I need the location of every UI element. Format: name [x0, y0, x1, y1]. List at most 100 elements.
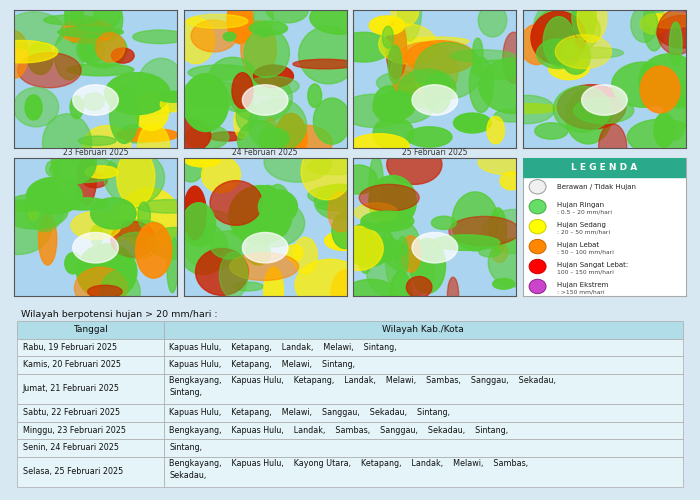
Ellipse shape — [382, 220, 420, 270]
Ellipse shape — [202, 157, 240, 192]
Ellipse shape — [449, 216, 519, 246]
Text: Senin, 24 Februari 2025: Senin, 24 Februari 2025 — [22, 444, 119, 452]
Ellipse shape — [410, 238, 445, 294]
Ellipse shape — [424, 73, 451, 113]
Circle shape — [529, 180, 546, 194]
Ellipse shape — [535, 123, 568, 139]
Ellipse shape — [183, 186, 206, 240]
Ellipse shape — [378, 92, 415, 120]
Ellipse shape — [195, 248, 248, 296]
Ellipse shape — [531, 11, 586, 64]
Ellipse shape — [248, 98, 307, 152]
Ellipse shape — [339, 237, 407, 262]
Ellipse shape — [65, 252, 81, 274]
Ellipse shape — [299, 26, 358, 84]
Ellipse shape — [264, 184, 291, 232]
Ellipse shape — [184, 151, 221, 167]
Ellipse shape — [185, 124, 229, 149]
Ellipse shape — [73, 85, 118, 115]
Ellipse shape — [612, 62, 675, 108]
Ellipse shape — [27, 42, 53, 74]
Ellipse shape — [237, 120, 281, 161]
Ellipse shape — [379, 24, 436, 64]
Ellipse shape — [301, 142, 352, 200]
Ellipse shape — [242, 232, 288, 263]
Ellipse shape — [307, 158, 363, 175]
Ellipse shape — [654, 113, 675, 147]
Ellipse shape — [407, 127, 452, 147]
Ellipse shape — [325, 231, 363, 250]
Ellipse shape — [119, 188, 180, 248]
Ellipse shape — [27, 178, 82, 214]
Ellipse shape — [209, 132, 244, 141]
Ellipse shape — [598, 124, 626, 171]
Text: Wilayah Kab./Kota: Wilayah Kab./Kota — [382, 326, 464, 334]
Ellipse shape — [469, 57, 493, 112]
Ellipse shape — [43, 114, 92, 172]
Ellipse shape — [643, 0, 665, 51]
Ellipse shape — [117, 128, 178, 141]
Ellipse shape — [258, 190, 298, 224]
Title: 24 Februari 2025: 24 Februari 2025 — [232, 148, 298, 157]
Ellipse shape — [188, 65, 254, 80]
Text: Kapuas Hulu,    Ketapang,    Melawi,    Sanggau,    Sekadau,    Sintang,: Kapuas Hulu, Ketapang, Melawi, Sanggau, … — [169, 408, 450, 418]
Bar — [164, 321, 682, 338]
Ellipse shape — [657, 16, 700, 48]
Ellipse shape — [176, 81, 245, 108]
Ellipse shape — [38, 214, 57, 265]
Text: Rabu, 19 Februari 2025: Rabu, 19 Februari 2025 — [22, 343, 117, 352]
Text: Kamis, 20 Februari 2025: Kamis, 20 Februari 2025 — [22, 360, 120, 370]
Ellipse shape — [640, 66, 680, 113]
Ellipse shape — [335, 32, 391, 62]
Text: Selasa, 25 Februari 2025: Selasa, 25 Februari 2025 — [22, 468, 123, 476]
Ellipse shape — [451, 50, 515, 62]
Ellipse shape — [156, 92, 192, 102]
Ellipse shape — [100, 270, 140, 315]
Ellipse shape — [349, 134, 410, 158]
Circle shape — [529, 280, 546, 293]
Ellipse shape — [178, 18, 215, 64]
Ellipse shape — [669, 22, 682, 65]
Ellipse shape — [85, 166, 118, 178]
Ellipse shape — [80, 20, 98, 61]
Text: L E G E N D A: L E G E N D A — [571, 163, 638, 172]
Ellipse shape — [210, 230, 251, 259]
Ellipse shape — [91, 198, 136, 229]
Ellipse shape — [295, 259, 365, 311]
Ellipse shape — [225, 95, 254, 112]
Ellipse shape — [0, 40, 58, 63]
Bar — [18, 356, 164, 374]
Ellipse shape — [70, 96, 83, 118]
Ellipse shape — [111, 222, 155, 258]
Ellipse shape — [431, 216, 456, 230]
Ellipse shape — [105, 72, 170, 114]
Ellipse shape — [537, 39, 580, 68]
Ellipse shape — [640, 14, 668, 34]
Bar — [18, 404, 164, 421]
Ellipse shape — [414, 42, 482, 99]
Ellipse shape — [80, 31, 127, 68]
Ellipse shape — [219, 252, 248, 298]
Ellipse shape — [452, 192, 498, 251]
Ellipse shape — [83, 126, 131, 166]
Ellipse shape — [479, 246, 500, 257]
Ellipse shape — [478, 4, 507, 37]
Ellipse shape — [241, 21, 276, 77]
Bar — [164, 374, 682, 404]
Text: Bengkayang,    Kapuas Hulu,    Kayong Utara,    Ketapang,    Landak,    Melawi, : Bengkayang, Kapuas Hulu, Kayong Utara, K… — [169, 459, 528, 479]
Bar — [164, 338, 682, 356]
Ellipse shape — [178, 222, 228, 274]
Ellipse shape — [57, 27, 123, 37]
Ellipse shape — [246, 76, 299, 96]
Text: Hujan Sangat Lebat:: Hujan Sangat Lebat: — [557, 262, 629, 268]
Ellipse shape — [340, 94, 409, 128]
Ellipse shape — [640, 64, 652, 106]
Ellipse shape — [412, 85, 458, 115]
Ellipse shape — [264, 142, 332, 182]
Bar — [18, 422, 164, 439]
Ellipse shape — [386, 238, 398, 284]
Text: Kapuas Hulu,    Ketapang,    Landak,    Melawi,    Sintang,: Kapuas Hulu, Ketapang, Landak, Melawi, S… — [169, 343, 397, 352]
Ellipse shape — [249, 21, 288, 35]
Ellipse shape — [124, 204, 141, 233]
Ellipse shape — [258, 128, 289, 149]
